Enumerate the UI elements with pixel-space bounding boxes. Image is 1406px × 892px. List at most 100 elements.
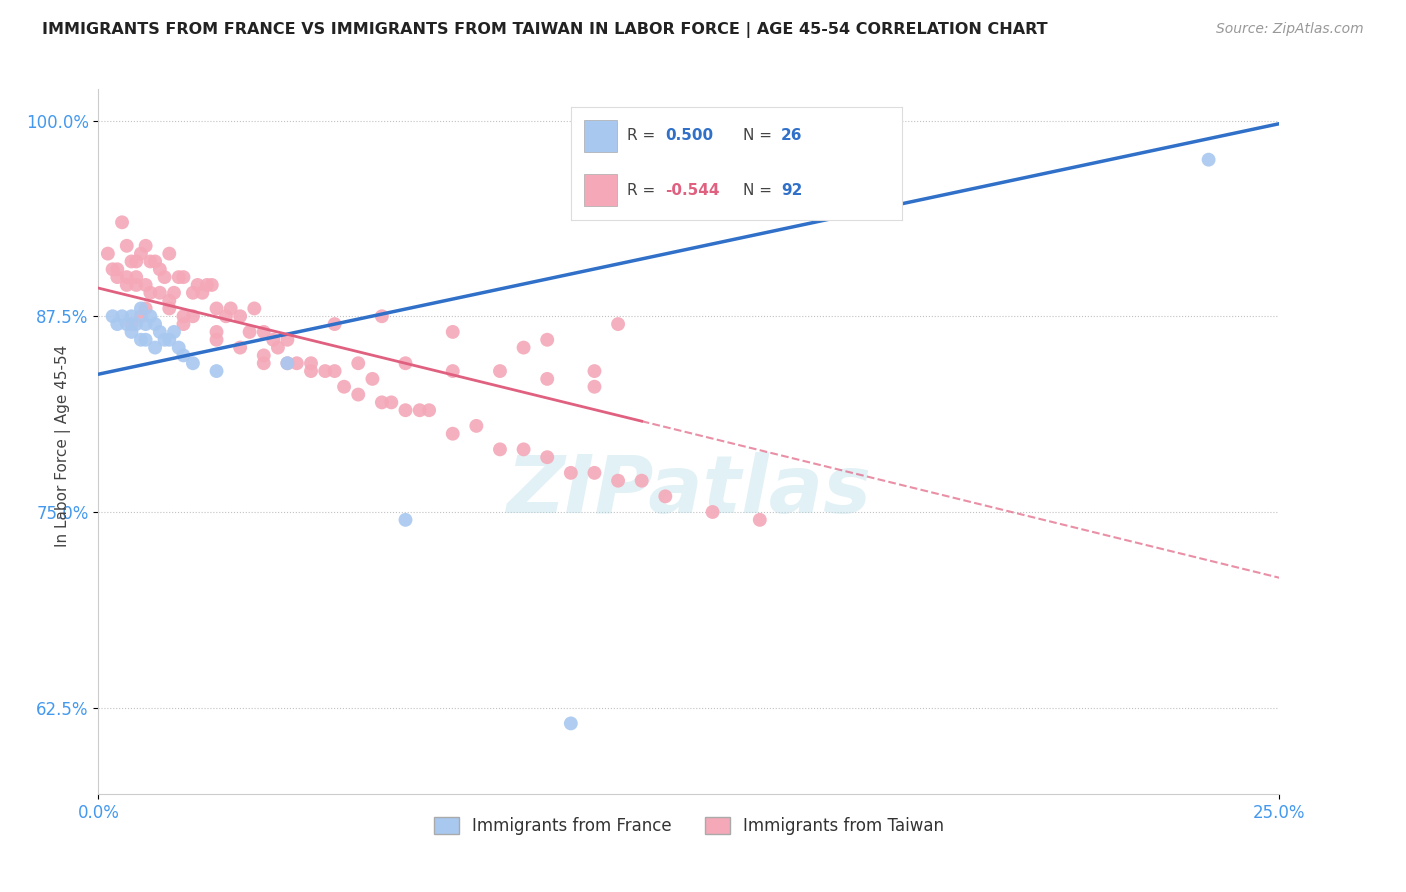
Point — [253, 356, 276, 370]
Point — [748, 513, 770, 527]
Point — [172, 348, 194, 362]
Point — [157, 301, 180, 316]
Point — [219, 301, 242, 316]
Point — [129, 246, 152, 260]
Point — [153, 333, 176, 347]
Point — [121, 325, 143, 339]
Point — [229, 341, 252, 355]
Point — [201, 277, 224, 292]
Point — [253, 348, 276, 362]
Point — [253, 325, 276, 339]
Point — [347, 387, 370, 401]
Point — [418, 403, 440, 417]
Point — [205, 325, 228, 339]
Point — [125, 277, 148, 292]
Point — [361, 372, 384, 386]
Point — [181, 356, 204, 370]
Point — [191, 285, 214, 300]
Point — [135, 277, 157, 292]
Point — [607, 317, 630, 331]
Point — [195, 277, 218, 292]
Point — [607, 474, 630, 488]
Point — [172, 310, 194, 324]
Point — [97, 246, 120, 260]
Point — [163, 285, 186, 300]
Point — [115, 317, 138, 331]
Point — [157, 333, 180, 347]
Point — [105, 317, 128, 331]
Text: Source: ZipAtlas.com: Source: ZipAtlas.com — [1216, 22, 1364, 37]
Point — [205, 364, 228, 378]
Point — [105, 270, 128, 285]
Point — [394, 356, 416, 370]
Point — [125, 254, 148, 268]
Point — [121, 317, 143, 331]
Point — [512, 341, 534, 355]
Point — [143, 254, 166, 268]
Point — [347, 356, 370, 370]
Point — [276, 356, 298, 370]
Point — [441, 364, 464, 378]
Point — [394, 403, 416, 417]
Point — [121, 310, 143, 324]
Point — [267, 341, 290, 355]
Text: ZIPatlas: ZIPatlas — [506, 452, 872, 530]
Point — [121, 254, 143, 268]
Point — [380, 395, 402, 409]
Point — [536, 450, 558, 465]
Point — [139, 285, 162, 300]
Point — [285, 356, 308, 370]
Point — [115, 270, 138, 285]
Point — [371, 395, 394, 409]
Point — [105, 262, 128, 277]
Point — [536, 372, 558, 386]
Point — [163, 325, 186, 339]
Point — [394, 513, 416, 527]
Point — [205, 333, 228, 347]
Point — [512, 442, 534, 457]
Point — [101, 310, 124, 324]
Point — [205, 301, 228, 316]
Point — [125, 317, 148, 331]
Point — [441, 426, 464, 441]
Point — [143, 317, 166, 331]
Point — [157, 293, 180, 308]
Point — [215, 310, 238, 324]
Point — [630, 474, 652, 488]
Point — [111, 310, 134, 324]
Point — [262, 333, 284, 347]
Point — [125, 270, 148, 285]
Point — [115, 239, 138, 253]
Point — [583, 466, 606, 480]
Point — [702, 505, 724, 519]
Point — [157, 246, 180, 260]
Point — [323, 317, 346, 331]
Point — [187, 277, 209, 292]
Point — [583, 364, 606, 378]
Point — [371, 310, 394, 324]
Point — [149, 325, 172, 339]
Point — [323, 364, 346, 378]
Point — [333, 380, 356, 394]
Point — [135, 317, 157, 331]
Text: IMMIGRANTS FROM FRANCE VS IMMIGRANTS FROM TAIWAN IN LABOR FORCE | AGE 45-54 CORR: IMMIGRANTS FROM FRANCE VS IMMIGRANTS FRO… — [42, 22, 1047, 38]
Point — [441, 325, 464, 339]
Point — [489, 442, 512, 457]
Point — [489, 364, 512, 378]
Point — [181, 285, 204, 300]
Legend: Immigrants from France, Immigrants from Taiwan: Immigrants from France, Immigrants from … — [427, 811, 950, 842]
Point — [172, 270, 194, 285]
Point — [149, 285, 172, 300]
Text: In Labor Force | Age 45-54: In Labor Force | Age 45-54 — [55, 345, 72, 547]
Point — [143, 341, 166, 355]
Point — [239, 325, 262, 339]
Point — [167, 270, 190, 285]
Point — [1198, 153, 1220, 167]
Point — [276, 356, 298, 370]
Point — [276, 333, 298, 347]
Point — [129, 301, 152, 316]
Point — [153, 270, 176, 285]
Point — [536, 333, 558, 347]
Point — [135, 333, 157, 347]
Point — [129, 333, 152, 347]
